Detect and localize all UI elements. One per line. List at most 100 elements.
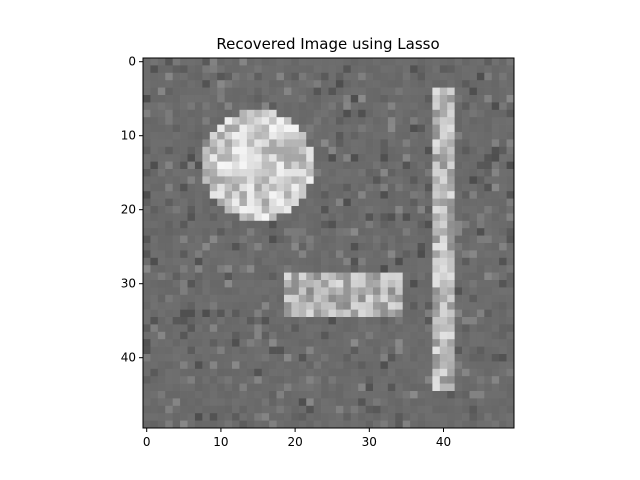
heatmap-cell <box>335 191 344 199</box>
heatmap-cell <box>447 368 455 377</box>
heatmap-cell <box>469 87 478 96</box>
heatmap-cell <box>373 257 381 266</box>
heatmap-cell <box>328 72 337 81</box>
heatmap-cell <box>180 243 188 251</box>
heatmap-cell <box>439 65 448 74</box>
heatmap-cell <box>254 154 263 162</box>
heatmap-cell <box>343 376 352 384</box>
heatmap-cell <box>143 72 151 81</box>
heatmap-cell <box>165 124 174 133</box>
heatmap-cell <box>232 383 240 392</box>
heatmap-cell <box>165 413 174 421</box>
heatmap-cell <box>261 117 270 125</box>
heatmap-cell <box>462 324 470 333</box>
heatmap-cell <box>417 383 426 392</box>
heatmap-cell <box>321 58 329 66</box>
heatmap-cell <box>410 339 418 347</box>
heatmap-cell <box>417 102 426 111</box>
heatmap-cell <box>432 257 441 266</box>
heatmap-cell <box>499 376 507 384</box>
heatmap-cell <box>187 169 196 177</box>
heatmap-cell <box>462 146 470 155</box>
heatmap-cell <box>306 361 315 370</box>
heatmap-cell <box>469 102 478 111</box>
heatmap-cell <box>254 102 263 111</box>
heatmap-cell <box>380 220 389 229</box>
heatmap-cell <box>343 102 352 111</box>
heatmap-cell <box>402 391 411 399</box>
heatmap-cell <box>469 183 478 192</box>
heatmap-cell <box>172 398 181 407</box>
heatmap-cell <box>194 72 203 81</box>
heatmap-cell <box>380 183 389 192</box>
heatmap-cell <box>410 191 418 199</box>
heatmap-cell <box>343 309 352 318</box>
heatmap-cell <box>298 161 307 170</box>
heatmap-cell <box>276 117 285 125</box>
heatmap-cell <box>491 272 500 281</box>
heatmap-cell <box>143 183 151 192</box>
heatmap-cell <box>373 139 381 148</box>
heatmap-cell <box>232 183 240 192</box>
heatmap-cell <box>350 235 359 244</box>
heatmap-cell <box>150 124 159 133</box>
heatmap-cell <box>261 391 270 399</box>
heatmap-cell <box>410 354 418 362</box>
heatmap-cell <box>209 109 218 118</box>
heatmap-cell <box>491 265 500 273</box>
heatmap-cell <box>194 294 203 303</box>
heatmap-cell <box>291 169 300 177</box>
heatmap-cell <box>276 176 285 185</box>
heatmap-cell <box>254 117 263 125</box>
heatmap-cell <box>499 124 507 133</box>
heatmap-cell <box>276 213 285 222</box>
heatmap-cell <box>424 109 433 118</box>
heatmap-cell <box>373 413 381 421</box>
heatmap-cell <box>321 272 329 281</box>
heatmap-cell <box>298 213 307 222</box>
heatmap-cell <box>506 183 515 192</box>
heatmap-cell <box>239 228 248 236</box>
heatmap-cell <box>491 398 500 407</box>
heatmap-cell <box>387 169 396 177</box>
heatmap-cell <box>358 398 366 407</box>
heatmap-cell <box>224 324 233 333</box>
heatmap-cell <box>172 302 181 310</box>
heatmap-cell <box>202 331 211 340</box>
heatmap-cell <box>335 405 344 414</box>
heatmap-cell <box>157 213 166 222</box>
heatmap-cell <box>328 257 337 266</box>
heatmap-cell <box>417 58 426 66</box>
heatmap-cell <box>194 206 203 214</box>
heatmap-cell <box>321 324 329 333</box>
heatmap-cell <box>269 405 277 414</box>
heatmap-cell <box>350 183 359 192</box>
heatmap-cell <box>395 317 404 325</box>
heatmap-cell <box>291 368 300 377</box>
heatmap-cell <box>187 102 196 111</box>
heatmap-cell <box>454 331 463 340</box>
heatmap-cell <box>432 243 441 251</box>
heatmap-cell <box>150 95 159 103</box>
heatmap-cell <box>358 346 366 355</box>
heatmap-cell <box>380 58 389 66</box>
heatmap-cell <box>447 161 455 170</box>
heatmap-cell <box>350 420 359 429</box>
heatmap-cell <box>491 154 500 162</box>
heatmap-cell <box>365 198 374 207</box>
heatmap-cell <box>476 324 485 333</box>
heatmap-cell <box>246 132 255 140</box>
heatmap-cell <box>365 72 374 81</box>
heatmap-cell <box>365 398 374 407</box>
heatmap-cell <box>276 302 285 310</box>
heatmap-cell <box>321 346 329 355</box>
heatmap-cell <box>424 361 433 370</box>
heatmap-cell <box>410 132 418 140</box>
heatmap-cell <box>298 420 307 429</box>
heatmap-cell <box>269 87 277 96</box>
heatmap-cell <box>291 191 300 199</box>
heatmap-cell <box>232 80 240 88</box>
heatmap-cell <box>395 183 404 192</box>
heatmap-cell <box>172 324 181 333</box>
heatmap-cell <box>410 280 418 288</box>
